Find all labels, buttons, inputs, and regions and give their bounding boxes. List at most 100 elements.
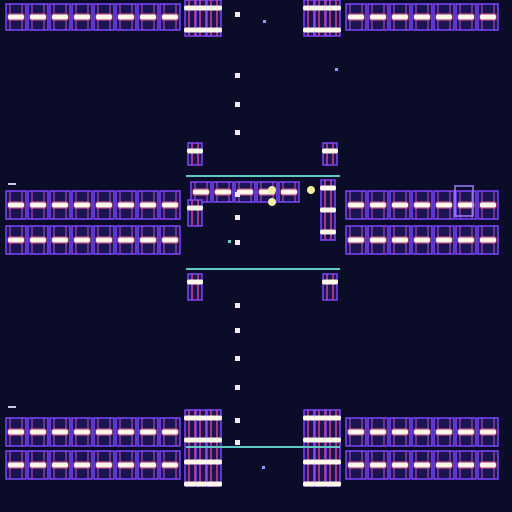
- cell-bar: [392, 462, 408, 468]
- cell-bar: [392, 202, 408, 208]
- dot-square: [235, 215, 240, 220]
- pillar-frame: [322, 142, 338, 166]
- dot: [268, 186, 276, 194]
- pillar-bar: [325, 415, 341, 421]
- cell-bar: [30, 429, 46, 435]
- cell-bar: [52, 462, 68, 468]
- cell-bar: [30, 202, 46, 208]
- pillar-bar: [187, 148, 203, 154]
- dot-square: [235, 303, 240, 308]
- cell-bar: [370, 14, 386, 20]
- cell-bar: [30, 462, 46, 468]
- dot-square: [235, 12, 240, 17]
- cell-bar: [348, 14, 364, 20]
- cell-bar: [52, 202, 68, 208]
- pillar-bar: [187, 205, 203, 211]
- cell-bar: [8, 202, 24, 208]
- dot: [307, 186, 315, 194]
- dot-square: [235, 240, 240, 245]
- cell-bar: [215, 189, 231, 195]
- cell-bar: [480, 202, 496, 208]
- cell-bar: [8, 462, 24, 468]
- cell-bar: [74, 14, 90, 20]
- cell-bar: [458, 14, 474, 20]
- cell-bar: [480, 14, 496, 20]
- cell-bar: [140, 14, 156, 20]
- cell-bar: [414, 462, 430, 468]
- cell-bar: [480, 237, 496, 243]
- cell-bar: [74, 202, 90, 208]
- pillar-bar: [206, 481, 222, 487]
- cell-bar: [414, 237, 430, 243]
- tick: [8, 406, 16, 408]
- cell-bar: [96, 237, 112, 243]
- cell-bar: [370, 429, 386, 435]
- dot-square: [235, 73, 240, 78]
- cell-bar: [118, 237, 134, 243]
- pillar-bar: [325, 437, 341, 443]
- cell-bar: [96, 429, 112, 435]
- dot-square: [228, 240, 231, 243]
- cell-bar: [281, 189, 297, 195]
- cell-bar: [118, 462, 134, 468]
- pillar-bar: [206, 27, 222, 33]
- cell-bar: [30, 14, 46, 20]
- pillar-bar: [325, 5, 341, 11]
- pillar-bar: [325, 481, 341, 487]
- cell-bar: [480, 429, 496, 435]
- cell-bar: [458, 202, 474, 208]
- cell-bar: [74, 462, 90, 468]
- cell-bar: [348, 237, 364, 243]
- cell-bar: [8, 237, 24, 243]
- dot-square: [235, 418, 240, 423]
- pillar-bar: [206, 437, 222, 443]
- dot-square: [235, 440, 240, 445]
- dot-square: [263, 20, 266, 23]
- cell-bar: [458, 237, 474, 243]
- cell-bar: [140, 429, 156, 435]
- cell-bar: [162, 202, 178, 208]
- marker: [454, 185, 474, 217]
- pillar-frame: [187, 142, 203, 166]
- dot-square: [235, 356, 240, 361]
- pillar-bar: [206, 5, 222, 11]
- cell-bar: [118, 429, 134, 435]
- cell-bar: [140, 462, 156, 468]
- pillar-bar: [320, 207, 336, 213]
- cell-bar: [162, 462, 178, 468]
- cell-bar: [193, 189, 209, 195]
- cell-bar: [140, 202, 156, 208]
- cell-bar: [140, 237, 156, 243]
- cell-bar: [348, 462, 364, 468]
- cell-bar: [96, 462, 112, 468]
- cell-bar: [414, 429, 430, 435]
- cell-bar: [436, 202, 452, 208]
- cell-bar: [52, 237, 68, 243]
- dot-square: [235, 130, 240, 135]
- cell-bar: [162, 429, 178, 435]
- cell-bar: [8, 14, 24, 20]
- dot: [268, 198, 276, 206]
- pillar-bar: [322, 279, 338, 285]
- cell-bar: [436, 14, 452, 20]
- cell-bar: [74, 429, 90, 435]
- cell-bar: [348, 429, 364, 435]
- cell-bar: [52, 429, 68, 435]
- pillar-bar: [320, 229, 336, 235]
- cell-bar: [96, 14, 112, 20]
- cell-bar: [74, 237, 90, 243]
- cell-bar: [370, 237, 386, 243]
- pillar-bar: [325, 27, 341, 33]
- cell-bar: [96, 202, 112, 208]
- pattern: [5, 0, 499, 487]
- cell-bar: [237, 189, 253, 195]
- cell-bar: [436, 462, 452, 468]
- cell-bar: [118, 202, 134, 208]
- tick: [8, 183, 16, 185]
- cell-bar: [118, 14, 134, 20]
- cell-bar: [392, 14, 408, 20]
- dot-square: [235, 102, 240, 107]
- cell-bar: [30, 237, 46, 243]
- cell-bar: [370, 462, 386, 468]
- cell-bar: [392, 237, 408, 243]
